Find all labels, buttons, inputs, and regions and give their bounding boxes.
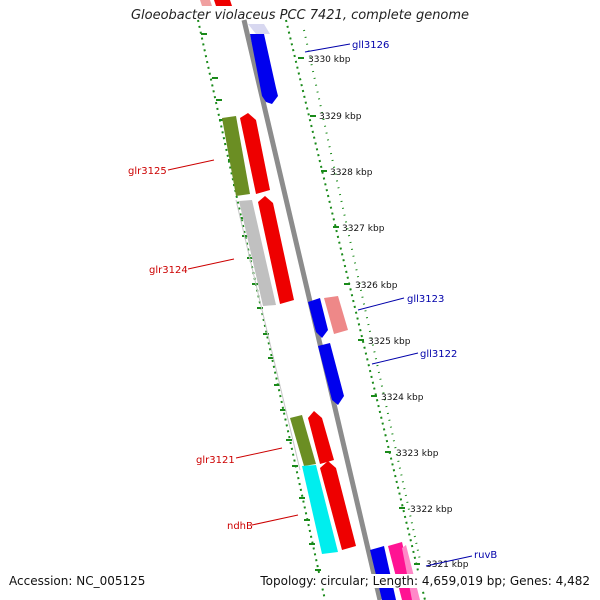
gene-glr3125-olive[interactable] — [222, 116, 250, 196]
callout-gll3122 — [371, 352, 419, 365]
tick-label-3330: 3330 kbp — [308, 55, 351, 65]
gene-gll3126[interactable] — [250, 34, 278, 104]
gene-glr3124-grey[interactable] — [239, 200, 276, 306]
gene-partial-top-left[interactable] — [200, 0, 212, 6]
gene-glr3124-red[interactable] — [258, 196, 294, 304]
callout-glr3121 — [235, 447, 283, 459]
tick-label-3321: 3321 kbp — [426, 560, 469, 570]
gene-gll3123-pink[interactable] — [324, 296, 348, 334]
label-glr3121[interactable]: glr3121 — [196, 455, 235, 466]
callout-glr3124 — [187, 258, 235, 270]
tick-label-3327: 3327 kbp — [342, 224, 385, 234]
outer-guide-left — [197, 19, 326, 600]
tick-label-3329: 3329 kbp — [319, 112, 362, 122]
topology-text: Topology: circular; Length: 4,659,019 bp… — [260, 574, 590, 588]
inner-guide-left — [235, 199, 301, 471]
callout-gll3126 — [304, 43, 351, 53]
tick-label-3323: 3323 kbp — [396, 449, 439, 459]
callout-ruvB — [425, 555, 473, 567]
accession-text: Accession: NC_005125 — [9, 574, 146, 588]
label-gll3123[interactable]: gll3123 — [407, 294, 444, 305]
callout-glr3125 — [167, 159, 215, 171]
tick-label-3325: 3325 kbp — [368, 337, 411, 347]
gene-glr3125-red[interactable] — [240, 113, 270, 194]
inner-guide-right — [303, 29, 421, 561]
label-gll3126[interactable]: gll3126 — [352, 40, 389, 51]
map-title: Gloeobacter violaceus PCC 7421, complete… — [130, 8, 470, 23]
gene-partial-top-red[interactable] — [214, 0, 232, 6]
gene-ndhB-red[interactable] — [320, 461, 356, 550]
label-glr3125[interactable]: glr3125 — [128, 166, 167, 177]
gene-gll3122[interactable] — [318, 343, 344, 405]
gene-gll3123-blue[interactable] — [308, 298, 328, 338]
gene-partial-top-light[interactable] — [248, 24, 270, 34]
tick-label-3322: 3322 kbp — [410, 505, 453, 515]
tick-label-3324: 3324 kbp — [381, 393, 424, 403]
gene-ndhB-cyan[interactable] — [302, 465, 338, 554]
label-ndhB[interactable]: ndhB — [227, 521, 253, 532]
gene-glr3121-olive[interactable] — [290, 415, 316, 466]
label-ruvB[interactable]: ruvB — [474, 550, 497, 561]
label-gll3122[interactable]: gll3122 — [420, 349, 457, 360]
tick-label-3328: 3328 kbp — [330, 168, 373, 178]
tick-label-3326: 3326 kbp — [355, 281, 398, 291]
callout-gll3123 — [357, 297, 405, 311]
gene-glr3121-red[interactable] — [308, 411, 334, 464]
scale-ticks — [298, 57, 420, 565]
label-glr3124[interactable]: glr3124 — [149, 265, 188, 276]
callout-ndhB — [251, 514, 299, 526]
